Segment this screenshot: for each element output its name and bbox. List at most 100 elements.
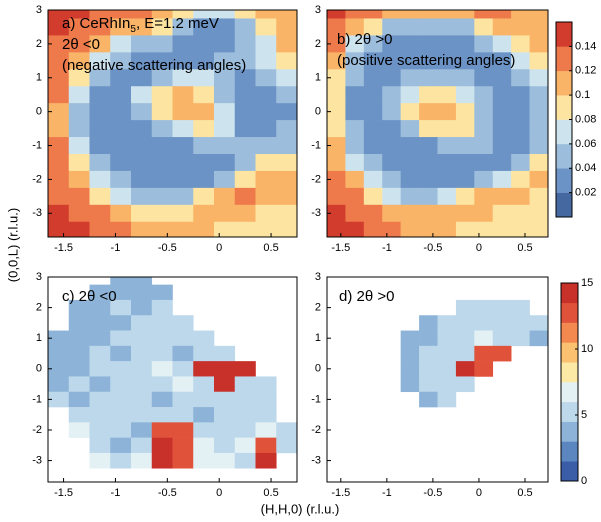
- cell: [474, 86, 494, 104]
- y-tick-label: 0: [315, 363, 321, 375]
- cell: [172, 361, 194, 377]
- plot-frame: [47, 276, 298, 483]
- colorbar-bin: [561, 421, 578, 442]
- cell: [172, 52, 194, 70]
- cell: [529, 153, 548, 172]
- cell: [214, 187, 236, 206]
- cell: [151, 361, 173, 377]
- cell: [234, 170, 256, 189]
- cell: [400, 345, 420, 362]
- cell: [151, 153, 173, 172]
- colorbar-tick-label: 5: [581, 409, 587, 421]
- cell: [511, 52, 530, 70]
- cell: [48, 204, 70, 223]
- cell: [172, 452, 194, 469]
- cell: [89, 153, 111, 172]
- annotation: (negative scattering angles): [62, 57, 246, 74]
- cell: [48, 170, 70, 189]
- colorbar-bin: [556, 70, 572, 96]
- cell: [89, 137, 111, 155]
- cell: [214, 391, 236, 408]
- cell: [255, 437, 277, 454]
- cell: [214, 452, 236, 469]
- y-tick-label: 2: [36, 38, 42, 50]
- cell: [492, 187, 512, 206]
- cell: [474, 69, 494, 87]
- cell: [255, 86, 277, 104]
- cell: [382, 221, 401, 237]
- colorbar-tick-label: 10: [581, 343, 593, 355]
- cell: [131, 52, 153, 70]
- cell: [68, 422, 90, 438]
- cell: [363, 10, 383, 19]
- cell: [455, 221, 475, 237]
- cell: [234, 221, 256, 237]
- cell: [89, 376, 111, 393]
- cell: [214, 361, 236, 377]
- cell: [151, 69, 173, 87]
- cell: [110, 204, 132, 223]
- cell: [48, 330, 70, 347]
- cell: [193, 376, 215, 393]
- y-tick-label: 1: [315, 332, 321, 344]
- cell: [131, 120, 153, 138]
- cell: [276, 422, 297, 438]
- cell: [529, 187, 548, 206]
- cell: [492, 35, 512, 53]
- cell: [400, 18, 420, 36]
- cell: [110, 52, 132, 70]
- cell: [68, 137, 90, 155]
- cell: [345, 18, 365, 36]
- cell: [255, 35, 277, 53]
- cell: [151, 204, 173, 223]
- cell: [89, 345, 111, 362]
- y-tick-label: 0: [315, 106, 321, 118]
- cell: [234, 137, 256, 155]
- cell: [172, 315, 194, 331]
- cell: [492, 315, 512, 331]
- cell: [400, 35, 420, 53]
- cell: [214, 69, 236, 87]
- colorbar-bin: [561, 382, 578, 403]
- cell: [172, 86, 194, 104]
- cell: [214, 52, 236, 70]
- cell: [172, 204, 194, 223]
- cell: [68, 376, 90, 393]
- x-tick-label: -1.5: [331, 242, 350, 254]
- cell: [529, 35, 548, 53]
- cell: [419, 376, 438, 393]
- cell: [492, 170, 512, 189]
- cell: [151, 10, 173, 19]
- cell: [400, 120, 420, 138]
- cell: [48, 10, 70, 19]
- cell: [511, 187, 530, 206]
- colorbar-bin: [556, 22, 572, 47]
- cell: [419, 120, 438, 138]
- cell: [214, 407, 236, 423]
- plot-frame: [47, 9, 298, 238]
- cell: [276, 18, 297, 36]
- cell: [327, 204, 346, 223]
- cell: [151, 437, 173, 454]
- cell: [68, 407, 90, 423]
- x-tick-label: -1: [111, 242, 121, 254]
- cell: [172, 120, 194, 138]
- cell: [214, 221, 236, 237]
- colorbar-bin: [561, 362, 578, 383]
- cell: [511, 137, 530, 155]
- x-tick-label: -0.5: [158, 487, 177, 499]
- cell: [382, 10, 401, 19]
- cell: [511, 10, 530, 19]
- cell: [68, 120, 90, 138]
- cell: [511, 86, 530, 104]
- cell: [419, 315, 438, 331]
- y-tick-label: -2: [311, 424, 321, 436]
- cell: [345, 103, 365, 121]
- cell: [193, 330, 215, 347]
- x-tick-label: 0: [476, 242, 482, 254]
- y-tick-label: 0: [36, 363, 42, 375]
- cell: [455, 153, 475, 172]
- cell: [437, 376, 457, 393]
- cell: [131, 315, 153, 331]
- cell: [110, 18, 132, 36]
